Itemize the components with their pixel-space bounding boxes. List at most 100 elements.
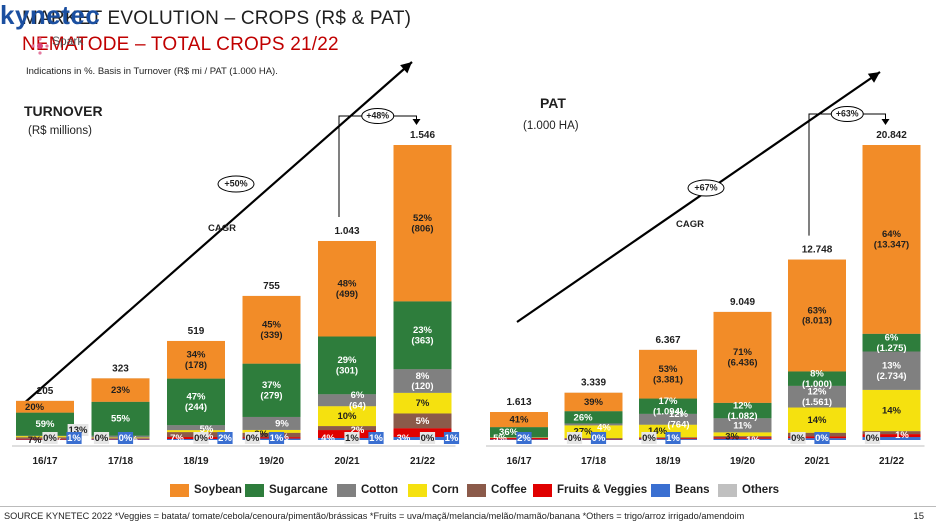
legend-swatch	[245, 484, 264, 497]
x-tick-label-0-0: 16/17	[32, 456, 57, 467]
legend-item-beans: Beans	[651, 482, 710, 498]
x-tick-label-0-1: 17/18	[108, 456, 133, 467]
legend-swatch	[408, 484, 427, 497]
growth-bracket-arrowhead-0	[413, 119, 421, 125]
bar-segment-cotton-1-1	[565, 423, 623, 425]
bar-label-0-5-6: 0%	[421, 433, 435, 444]
cagr-label-1: CAGR	[676, 219, 704, 230]
footer-source: SOURCE KYNETEC 2022 *Veggies = batata/ t…	[4, 511, 744, 521]
panel-title-1: PAT	[540, 95, 566, 111]
x-tick-label-0-2: 18/19	[183, 456, 208, 467]
bar-label-0-3-0: 45%(339)	[260, 319, 282, 340]
cagr-value-0: +50%	[224, 179, 247, 189]
x-tick-label-1-0: 16/17	[506, 456, 531, 467]
bar-label-0-4-0: 48%(499)	[336, 278, 358, 299]
cagr-label-0: CAGR	[208, 223, 236, 234]
bar-label-1-5-5: 1%	[895, 430, 909, 441]
bar-total-1-2: 6.367	[655, 335, 680, 346]
bar-label-0-0-5: 0%	[43, 433, 57, 444]
bar-total-0-3: 755	[263, 281, 280, 292]
bar-total-0-1: 323	[112, 363, 129, 374]
page-number: 15	[913, 511, 924, 522]
legend-swatch	[467, 484, 486, 497]
bar-label-0-3-2: 9%	[275, 418, 289, 429]
legend-label: Sugarcane	[269, 484, 328, 496]
bar-label-0-4-3: 10%	[337, 411, 357, 422]
bar-label-0-3-1: 37%(279)	[260, 380, 282, 401]
bar-label-0-2-5: 0%	[194, 433, 208, 444]
bar-label-0-1-3: 0%	[95, 433, 109, 444]
bar-label-1-5-3: 14%	[882, 405, 902, 416]
legend-item-others: Others	[718, 482, 779, 498]
legend-swatch	[651, 484, 670, 497]
legend-swatch	[170, 484, 189, 497]
x-tick-label-1-2: 18/19	[655, 456, 680, 467]
bar-label-0-4-5: 4%	[321, 433, 335, 444]
x-tick-label-0-5: 21/22	[410, 456, 435, 467]
bar-segment-coffee-1-3	[714, 436, 772, 437]
legend-label: Soybean	[194, 484, 242, 496]
bar-segment-cotton-0-3	[243, 417, 301, 430]
bar-label-0-0-3: 7%	[28, 435, 42, 446]
bar-label-0-1-0: 23%	[111, 385, 131, 396]
bar-label-0-5-4: 5%	[416, 415, 430, 426]
cagr-value-1: +67%	[694, 183, 717, 193]
bar-label-0-5-3: 7%	[416, 398, 430, 409]
legend-item-soybean: Soybean	[170, 482, 242, 498]
bar-label-0-0-6: 1%	[67, 433, 81, 444]
bar-label-1-3-4: 1%	[746, 435, 760, 446]
bar-segment-corn-1-3	[714, 432, 772, 436]
bar-label-1-4-3: 14%	[807, 415, 827, 426]
bar-label-0-2-6: 2%	[218, 433, 232, 444]
bar-label-0-2-1: 47%(244)	[185, 391, 207, 412]
legend-label: Cotton	[361, 484, 398, 496]
panel-title-0: TURNOVER	[24, 103, 103, 119]
bar-total-1-1: 3.339	[581, 377, 606, 388]
bar-label-1-1-5: 0%	[592, 433, 606, 444]
x-tick-label-0-4: 20/21	[334, 456, 359, 467]
legend-label: Fruits & Veggies	[557, 484, 647, 496]
bar-label-1-4-4: 0%	[791, 433, 805, 444]
bar-label-0-5-0: 52%(806)	[411, 212, 433, 233]
bar-label-1-1-1: 26%	[574, 412, 594, 423]
bar-segment-cotton-0-4	[318, 394, 376, 406]
bar-total-0-4: 1.043	[334, 226, 359, 237]
bar-total-0-0: 205	[37, 386, 54, 397]
panel-subtitle-0: (R$ millions)	[28, 125, 92, 137]
growth-label-1: +63%	[836, 109, 859, 119]
legend-swatch	[337, 484, 356, 497]
bar-label-0-0-0: 20%	[25, 401, 45, 412]
legend-label: Corn	[432, 484, 459, 496]
legend-item-corn: Corn	[408, 482, 459, 498]
x-tick-label-1-4: 20/21	[804, 456, 829, 467]
bar-label-1-3-3: 3%	[725, 431, 739, 442]
growth-label-0: +48%	[366, 111, 389, 121]
bar-label-0-5-7: 1%	[445, 433, 459, 444]
bar-label-0-4-7: 1%	[369, 433, 383, 444]
bar-segment-coffee-0-4	[318, 426, 376, 430]
bar-label-1-3-2: 11%	[733, 420, 752, 431]
bar-segment-fruits-veggies-1-3	[714, 437, 772, 438]
bar-label-1-5-4: 0%	[866, 433, 880, 444]
legend-label: Others	[742, 484, 779, 496]
bar-total-1-5: 20.842	[876, 130, 907, 141]
bar-label-1-0-0: 41%	[509, 414, 529, 425]
legend-item-sugarcane: Sugarcane	[245, 482, 328, 498]
bar-label-1-0-2: 5%	[493, 433, 507, 444]
x-tick-label-1-5: 21/22	[879, 456, 904, 467]
bar-label-1-1-2: 4%	[597, 422, 611, 433]
x-tick-label-0-3: 19/20	[259, 456, 284, 467]
bar-label-1-1-4: 0%	[568, 433, 582, 444]
bar-label-1-2-2: 12%(764)	[667, 409, 689, 430]
bar-label-0-1-1: 55%	[111, 413, 131, 424]
bar-total-1-0: 1.613	[506, 397, 531, 408]
bar-segment-cotton-0-2	[167, 425, 225, 430]
bar-label-0-3-5: 0%	[246, 433, 260, 444]
growth-bracket-arrowhead-1	[882, 119, 890, 125]
bar-label-1-0-3: 2%	[517, 433, 531, 444]
bar-label-1-2-5: 1%	[666, 433, 680, 444]
bar-label-0-3-6: 1%	[270, 433, 284, 444]
bar-label-0-4-6: 1%	[345, 433, 359, 444]
panel-subtitle-1: (1.000 HA)	[523, 120, 579, 132]
